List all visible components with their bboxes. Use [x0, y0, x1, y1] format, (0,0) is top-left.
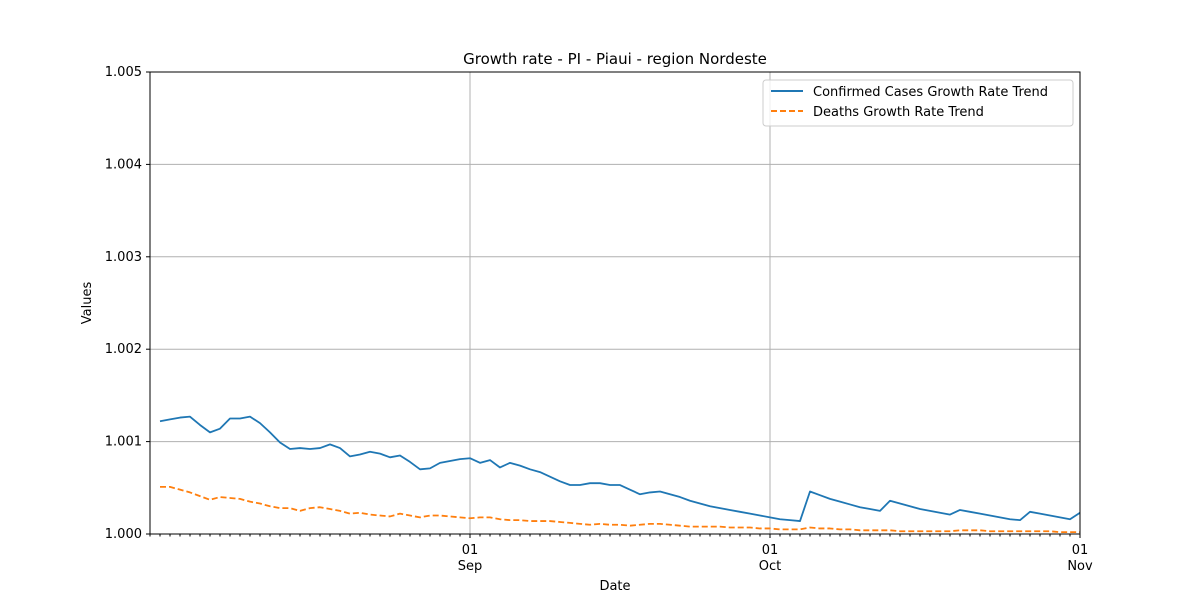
- plot-area-frame: [149, 71, 1081, 535]
- axis-ticks: 1.0001.0011.0021.0031.0041.00501Sep01Oct…: [105, 65, 1093, 574]
- y-tick-label: 1.005: [105, 65, 142, 80]
- x-tick-label: 01: [462, 543, 479, 558]
- legend: Confirmed Cases Growth Rate Trend Deaths…: [762, 79, 1074, 127]
- x-tick-sublabel: Nov: [1067, 559, 1093, 574]
- x-tick-sublabel: Sep: [458, 559, 483, 574]
- chart-title: Growth rate - PI - Piaui - region Nordes…: [463, 50, 767, 68]
- x-axis-label: Date: [599, 579, 630, 594]
- confirmed-cases-line: [159, 415, 1081, 522]
- y-tick-label: 1.003: [105, 250, 142, 265]
- y-axis-label: Values: [80, 282, 95, 325]
- x-tick-sublabel: Oct: [759, 559, 781, 574]
- y-tick-label: 1.004: [105, 157, 142, 172]
- x-tick-label: 01: [1072, 543, 1089, 558]
- legend-label-confirmed: Confirmed Cases Growth Rate Trend: [813, 85, 1048, 100]
- y-tick-label: 1.001: [105, 435, 142, 450]
- y-tick-label: 1.000: [105, 527, 142, 542]
- series-lines: [159, 415, 1081, 534]
- y-tick-label: 1.002: [105, 342, 142, 357]
- legend-label-deaths: Deaths Growth Rate Trend: [813, 105, 984, 120]
- legend-box: [762, 79, 1074, 127]
- x-tick-label: 01: [762, 543, 779, 558]
- deaths-line: [160, 485, 1080, 534]
